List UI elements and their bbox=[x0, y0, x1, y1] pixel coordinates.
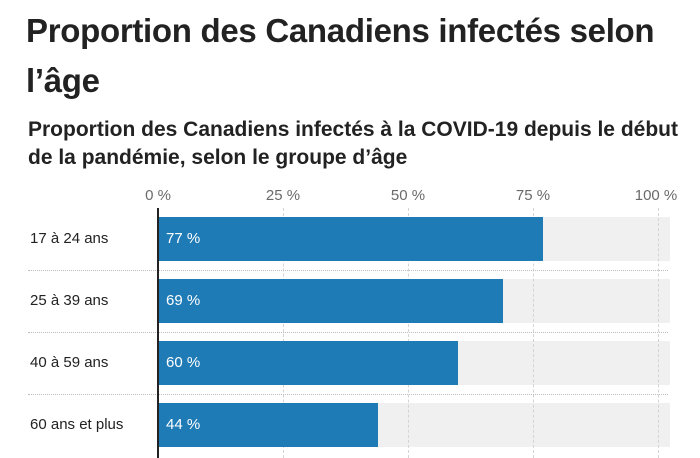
bar bbox=[158, 217, 543, 261]
bar bbox=[158, 403, 378, 447]
category-label: 17 à 24 ans bbox=[30, 230, 109, 247]
bar-value-label: 60 % bbox=[166, 354, 201, 371]
chart-title: Proportion des Canadiens infectés à la C… bbox=[28, 118, 678, 169]
gridline bbox=[283, 208, 284, 458]
gridline bbox=[408, 208, 409, 458]
page-title: Proportion des Canadiens infectés selon … bbox=[26, 12, 655, 99]
gridline bbox=[533, 208, 534, 458]
bar-value-label: 77 % bbox=[166, 230, 201, 247]
category-label: 25 à 39 ans bbox=[30, 292, 109, 309]
bar bbox=[158, 341, 458, 385]
category-label: 60 ans et plus bbox=[30, 416, 124, 433]
x-tick-label: 25 % bbox=[265, 187, 301, 204]
x-tick-label: 100 % bbox=[634, 187, 678, 204]
x-tick-label: 0 % bbox=[145, 187, 171, 204]
bar bbox=[158, 279, 503, 323]
bar-value-label: 44 % bbox=[166, 416, 201, 433]
category-label: 40 à 59 ans bbox=[30, 354, 109, 371]
row-separator bbox=[28, 270, 668, 271]
x-tick-label: 75 % bbox=[515, 187, 551, 204]
x-tick-label: 50 % bbox=[390, 187, 426, 204]
y-axis-line bbox=[157, 208, 159, 458]
row-separator bbox=[28, 394, 668, 395]
gridline bbox=[658, 208, 659, 458]
bar-value-label: 69 % bbox=[166, 292, 201, 309]
row-separator bbox=[28, 332, 668, 333]
